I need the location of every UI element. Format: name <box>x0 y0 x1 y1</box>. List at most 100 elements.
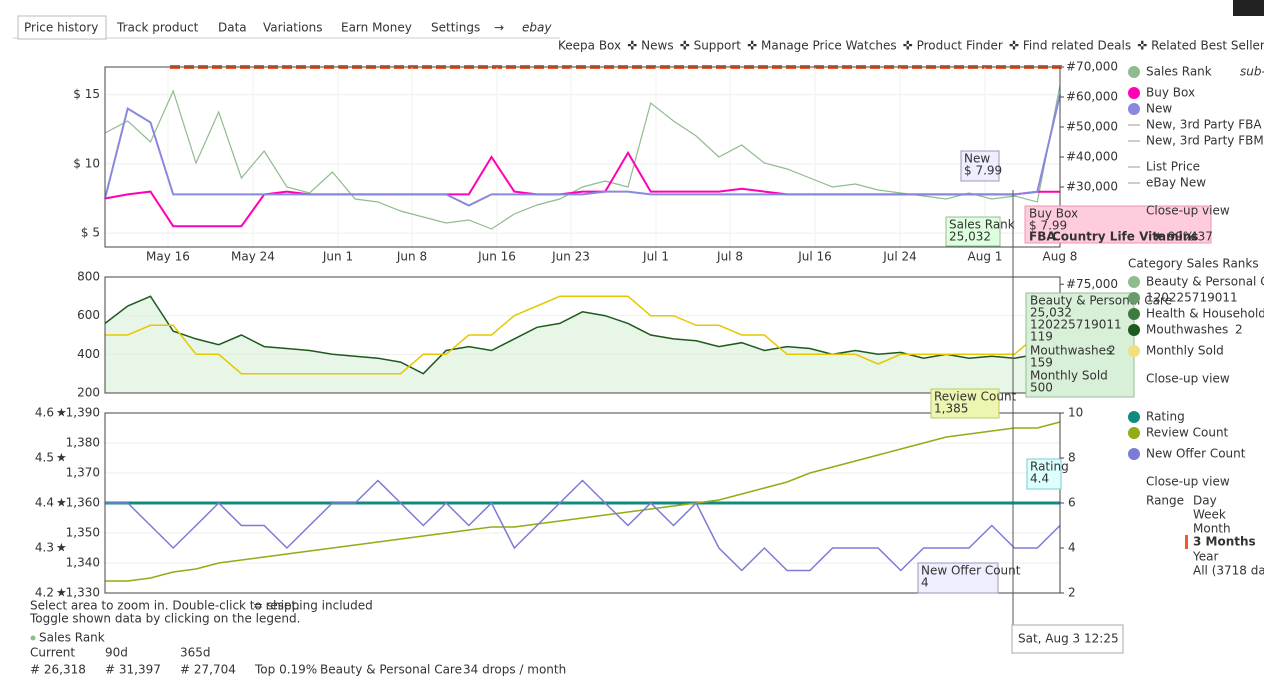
link-sep: ✜ <box>747 39 757 53</box>
x-tick-label: Jun 16 <box>477 250 516 264</box>
range-option[interactable]: 3 Months <box>1193 535 1256 549</box>
range-option[interactable]: Year <box>1192 550 1218 564</box>
legend-label[interactable]: Sales Rank <box>1146 65 1212 79</box>
rank-area <box>105 296 1060 393</box>
x-tick-label: Jul 1 <box>642 250 669 264</box>
legend-label[interactable]: Beauty & Personal Care <box>1146 275 1264 289</box>
legend-label[interactable]: Rating <box>1146 410 1185 424</box>
legend-label[interactable]: eBay New <box>1146 176 1206 190</box>
tooltip-buybox-title: Buy Box <box>1029 207 1078 221</box>
star-icon: ★ <box>56 451 67 465</box>
legend-marker[interactable] <box>1128 345 1140 357</box>
tooltip-category-line: Monthly Sold <box>1030 369 1108 383</box>
tab[interactable]: Data <box>218 21 247 35</box>
range-label: Range <box>1146 494 1184 508</box>
y2-tick-label: #70,000 <box>1066 60 1118 74</box>
legend-label[interactable]: Health & Household <box>1146 307 1264 321</box>
tab[interactable]: Variations <box>263 21 323 35</box>
tab[interactable]: Earn Money <box>341 21 412 35</box>
top-link[interactable]: News <box>641 39 673 53</box>
tooltip-category-line: 159 <box>1030 356 1053 370</box>
legend-marker[interactable] <box>1128 292 1140 304</box>
legend-marker[interactable] <box>1128 448 1140 460</box>
x-tick-label: Jun 23 <box>551 250 590 264</box>
legend-marker[interactable] <box>1128 324 1140 336</box>
tooltip-category-line: 119 <box>1030 330 1053 344</box>
legend-marker[interactable] <box>1128 103 1140 115</box>
y2-tick-label: #60,000 <box>1066 90 1118 104</box>
legend-label[interactable]: Buy Box <box>1146 86 1195 100</box>
stat-header: 365d <box>180 646 211 660</box>
legend-sub: sub- <box>1240 65 1264 79</box>
link-sep: ✜ <box>680 39 690 53</box>
star-icon: ★ <box>56 586 67 600</box>
top-link[interactable]: Support <box>694 39 742 53</box>
legend-marker[interactable] <box>1128 66 1140 78</box>
x-tick-label: Jul 8 <box>716 250 743 264</box>
closeup-toggle[interactable]: Close-up view <box>1146 475 1230 489</box>
y2-tick-label: 10 <box>1068 406 1083 420</box>
stat-value: # 27,704 <box>180 663 236 677</box>
legend-marker[interactable] <box>1128 308 1140 320</box>
top-link[interactable]: Manage Price Watches <box>761 39 897 53</box>
range-option[interactable]: All (3718 days) <box>1193 564 1264 578</box>
corner-icon <box>1233 0 1264 16</box>
ebay-tab[interactable]: ebay <box>522 21 552 35</box>
closeup-toggle[interactable]: Close-up view <box>1146 204 1230 218</box>
x-tick-label: Aug 8 <box>1043 250 1078 264</box>
y2-tick-label: 2 <box>1068 586 1076 600</box>
legend-marker[interactable] <box>1128 427 1140 439</box>
tab[interactable]: Track product <box>116 21 199 35</box>
rating-tick-label: 4.5 <box>35 451 54 465</box>
star-icon: ★ <box>56 406 67 420</box>
legend-label[interactable]: Review Count <box>1146 426 1229 440</box>
y2-tick-label: #75,000 <box>1066 277 1118 291</box>
legend-label[interactable]: New Offer Count <box>1146 447 1246 461</box>
count-tick-label: 1,340 <box>66 556 100 570</box>
x-tick-label: Jun 1 <box>322 250 353 264</box>
legend-marker[interactable] <box>1128 276 1140 288</box>
range-option[interactable]: Month <box>1193 522 1231 536</box>
count-tick-label: 1,380 <box>66 436 100 450</box>
tooltip-rating <box>1026 458 1062 490</box>
tooltip-category-line: 25,032 <box>1030 306 1072 320</box>
price-line <box>104 94 1061 207</box>
y2-tick-label: 6 <box>1068 496 1076 510</box>
range-option[interactable]: Week <box>1193 508 1226 522</box>
top-link[interactable]: Product Finder <box>917 39 1003 53</box>
tab[interactable]: Price history <box>24 21 98 35</box>
footer-drops: 34 drops / month <box>463 663 566 677</box>
stat-header: 90d <box>105 646 128 660</box>
legend-marker[interactable] <box>1128 411 1140 423</box>
legend-label[interactable]: Mouthwashes <box>1146 323 1228 337</box>
y2-tick-label: 4 <box>1068 541 1076 555</box>
legend-label[interactable]: List Price <box>1146 160 1200 174</box>
range-option[interactable]: Day <box>1193 494 1217 508</box>
legend-label[interactable]: New <box>1146 102 1172 116</box>
closeup-toggle[interactable]: Close-up view <box>1146 372 1230 386</box>
top-link[interactable]: Find related Deals <box>1023 39 1131 53</box>
legend-label[interactable]: New, 3rd Party FBM <box>1146 134 1264 148</box>
tooltip-date-text: Sat, Aug 3 12:25 <box>1018 632 1119 646</box>
tooltip-date <box>1011 624 1124 654</box>
legend-marker[interactable] <box>1128 87 1140 99</box>
tooltip-buybox <box>1024 205 1212 244</box>
footer-category: Beauty & Personal Care <box>320 663 462 677</box>
y-tick-label: 600 <box>77 308 100 322</box>
tooltip-new-value: $ 7.99 <box>964 164 1002 178</box>
legend-label[interactable]: New, 3rd Party FBA <box>1146 118 1262 132</box>
y-tick-label: $ 10 <box>73 156 100 170</box>
legend-label[interactable]: Monthly Sold <box>1146 344 1224 358</box>
stat-value: # 26,318 <box>30 663 86 677</box>
tab[interactable]: Settings <box>431 21 480 35</box>
y-tick-label: 200 <box>77 386 100 400</box>
top-link[interactable]: Related Best Sellers <box>1151 39 1264 53</box>
tooltip-rank-title: Sales Rank <box>949 218 1015 232</box>
y2-tick-label: #50,000 <box>1066 120 1118 134</box>
tooltip-category-line: 2 <box>1108 344 1116 358</box>
review-line <box>105 479 1061 572</box>
link-sep: ✜ <box>627 39 637 53</box>
top-link[interactable]: Keepa Box <box>558 39 621 53</box>
legend-label[interactable]: 120225719011 <box>1146 291 1238 305</box>
